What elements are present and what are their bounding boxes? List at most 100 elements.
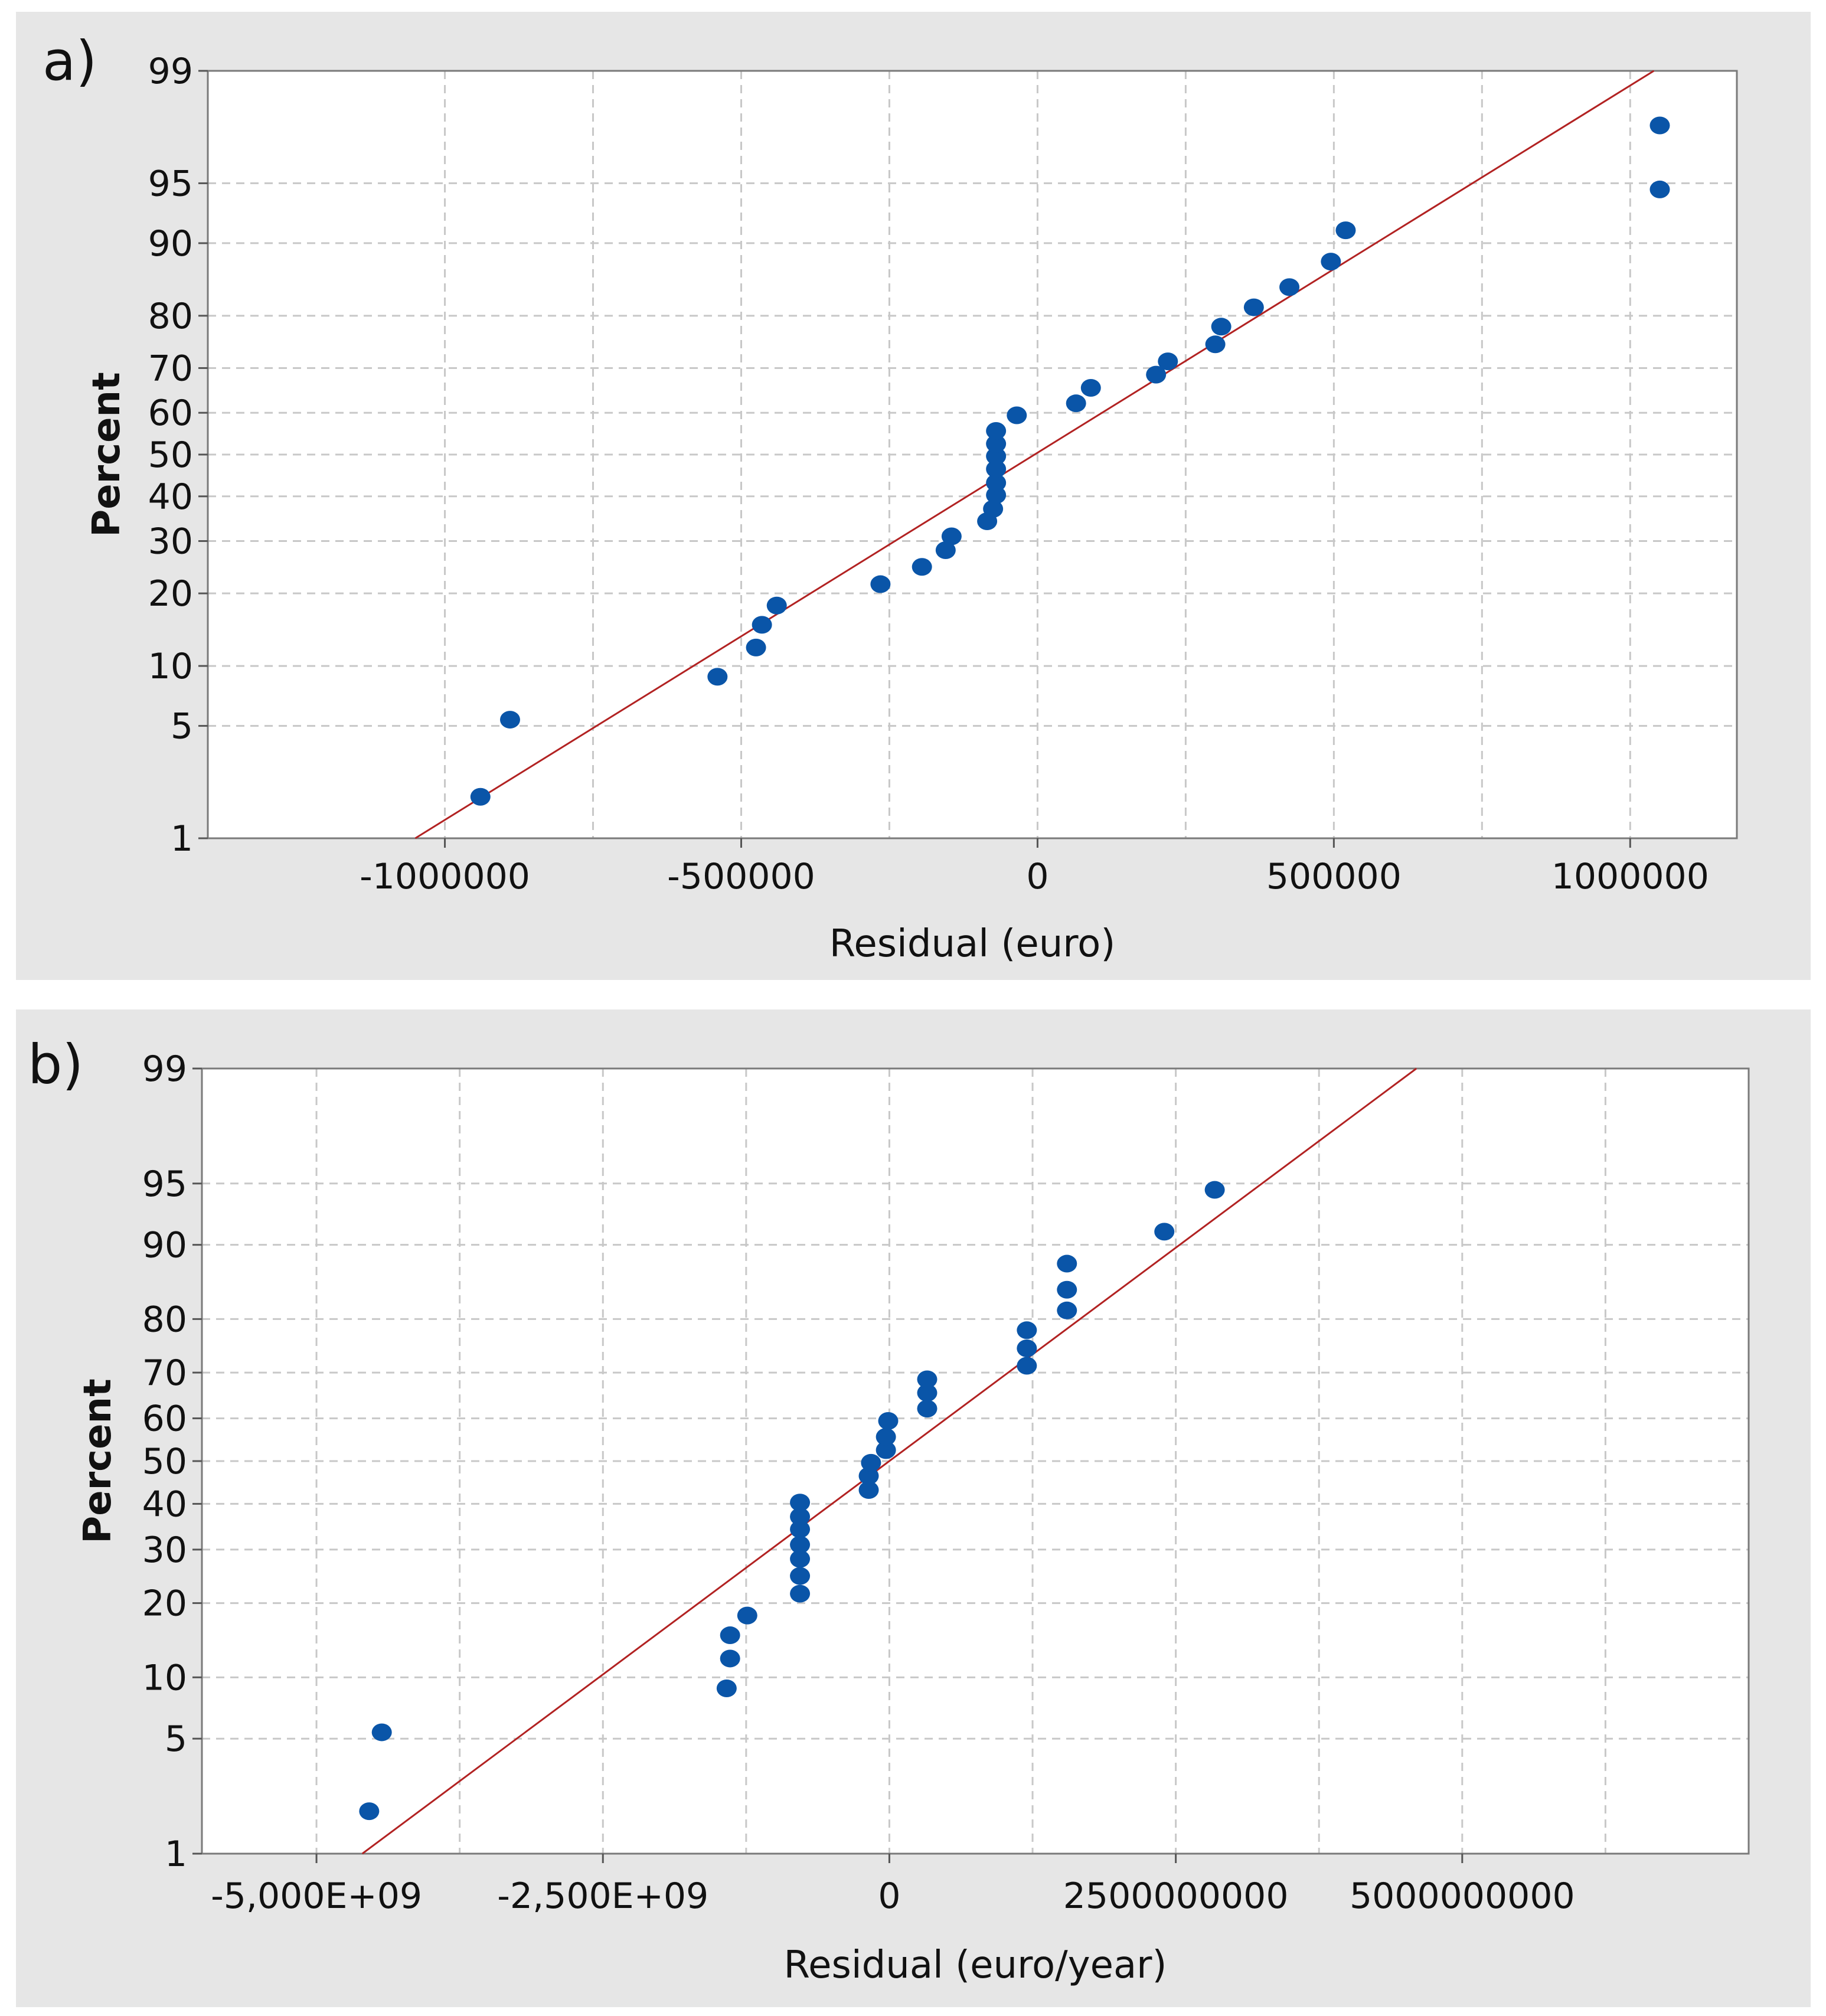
- y-tick-label: 95: [142, 1164, 187, 1205]
- y-tick-label: 90: [148, 223, 193, 264]
- x-tick-label: 0: [1026, 856, 1048, 897]
- x-tick-label: 0: [878, 1875, 900, 1917]
- data-point: [986, 473, 1007, 492]
- data-point: [986, 422, 1007, 440]
- y-tick-label: 50: [148, 434, 193, 476]
- data-point: [983, 499, 1004, 518]
- y-tick-label: 10: [148, 646, 193, 687]
- data-point: [790, 1584, 811, 1603]
- x-tick-label: 500000: [1266, 856, 1402, 897]
- data-point: [876, 1428, 896, 1446]
- data-point: [1158, 352, 1178, 371]
- data-point: [766, 596, 787, 615]
- y-tick-label: 30: [142, 1530, 187, 1571]
- y-tick-label: 40: [148, 476, 193, 518]
- y-tick-label: 5: [171, 706, 193, 747]
- data-point: [790, 1520, 811, 1538]
- data-point: [790, 1508, 811, 1526]
- x-tick-label: -5,000E+09: [211, 1875, 422, 1917]
- fit-line: [361, 1067, 1417, 1855]
- y-tick-label: 99: [148, 51, 193, 92]
- data-point: [1007, 406, 1027, 424]
- data-point: [917, 1384, 938, 1402]
- y-tick-label: 1: [165, 1834, 187, 1875]
- data-point: [878, 1412, 899, 1430]
- data-point: [986, 486, 1007, 504]
- data-point: [790, 1567, 811, 1585]
- data-point: [1057, 1280, 1077, 1299]
- y-tick-label: 10: [142, 1657, 187, 1698]
- data-point: [861, 1453, 881, 1472]
- data-point: [371, 1723, 392, 1741]
- y-tick-label: 80: [142, 1299, 187, 1340]
- data-point: [1649, 180, 1670, 198]
- panel-b: b) -5,000E+09 -2,500E+09 0 2500000000 500000…: [16, 1009, 1811, 2007]
- data-point: [1211, 318, 1232, 336]
- x-tick-label: -500000: [667, 856, 815, 897]
- panel-label: b): [28, 1033, 84, 1096]
- x-tick-label: -1000000: [360, 856, 530, 897]
- data-point: [790, 1494, 811, 1512]
- data-point: [1335, 221, 1356, 240]
- y-tick-label: 1: [171, 818, 193, 860]
- data-point: [935, 541, 956, 560]
- data-point: [858, 1481, 879, 1499]
- data-point: [1146, 365, 1167, 384]
- y-axis-title: Percent: [85, 372, 129, 537]
- data-point: [912, 558, 932, 576]
- data-point: [1017, 1339, 1037, 1357]
- normal-probability-plot: -1000000 -500000 0 500000 1000000 1 5 10 20 30405…: [85, 51, 1738, 966]
- y-tick-label: 60: [148, 393, 193, 434]
- data-point: [1017, 1321, 1037, 1339]
- data-point: [1321, 253, 1341, 271]
- data-point: [1066, 394, 1086, 413]
- x-axis-title: Residual (euro): [829, 922, 1116, 966]
- data-point: [917, 1370, 938, 1388]
- y-tick-label: 20: [148, 573, 193, 615]
- data-point: [720, 1626, 740, 1645]
- data-point: [876, 1441, 896, 1459]
- data-point: [746, 638, 766, 656]
- data-point: [986, 460, 1007, 478]
- data-point: [1057, 1301, 1077, 1319]
- data-point: [986, 447, 1007, 465]
- x-tick-label: 2500000000: [1063, 1875, 1289, 1917]
- y-tick-label: 60: [142, 1399, 187, 1440]
- data-point: [870, 575, 891, 593]
- data-point: [720, 1649, 740, 1668]
- x-tick-label: 5000000000: [1350, 1875, 1575, 1917]
- data-point: [941, 527, 962, 545]
- data-point: [499, 711, 520, 729]
- data-point: [1243, 298, 1264, 316]
- data-point: [470, 788, 491, 806]
- data-point: [790, 1550, 811, 1568]
- data-point: [790, 1535, 811, 1554]
- y-tick-label: 20: [142, 1583, 187, 1625]
- x-tick-label: -2,500E+09: [497, 1875, 708, 1917]
- y-tick-label: 70: [142, 1352, 187, 1394]
- data-point: [1017, 1357, 1037, 1375]
- data-point: [1204, 1181, 1225, 1199]
- data-point: [359, 1802, 380, 1821]
- data-point: [1057, 1254, 1077, 1273]
- y-tick-label: 90: [142, 1225, 187, 1266]
- data-point: [1279, 278, 1300, 296]
- y-tick-label: 95: [148, 163, 193, 204]
- x-axis-title: Residual (euro/year): [784, 1943, 1167, 1987]
- data-point: [858, 1467, 879, 1485]
- data-point: [707, 668, 728, 686]
- data-point: [986, 434, 1007, 453]
- y-tick-label: 30: [148, 521, 193, 563]
- y-tick-label: 50: [142, 1441, 187, 1482]
- data-point: [737, 1606, 757, 1625]
- data-point: [1649, 116, 1670, 135]
- panel-a: a) -1000000 -500000 0 500000 1000000 1 5 10 20 30…: [16, 12, 1811, 980]
- data-point: [752, 616, 772, 634]
- data-point: [716, 1680, 737, 1698]
- y-tick-label: 70: [148, 348, 193, 389]
- normal-probability-plot: -5,000E+09 -2,500E+09 0 2500000000 500000000…: [76, 1048, 1750, 1987]
- y-tick-label: 5: [165, 1718, 187, 1760]
- data-point: [1080, 379, 1101, 397]
- y-axis-title: Percent: [76, 1378, 120, 1543]
- y-tick-label: 80: [148, 296, 193, 337]
